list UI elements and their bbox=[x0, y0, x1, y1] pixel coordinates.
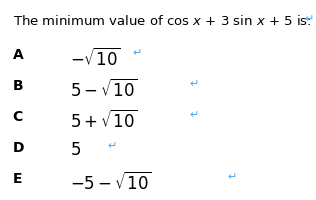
Text: The minimum value of cos $x$ + 3 sin $x$ + 5 is:: The minimum value of cos $x$ + 3 sin $x$… bbox=[13, 14, 311, 28]
Text: ↵: ↵ bbox=[190, 79, 199, 89]
Text: E: E bbox=[13, 172, 22, 186]
Text: B: B bbox=[13, 79, 23, 93]
Text: $5-\sqrt{10}$: $5-\sqrt{10}$ bbox=[70, 79, 137, 101]
Text: $-5-\sqrt{10}$: $-5-\sqrt{10}$ bbox=[70, 172, 151, 194]
Text: A: A bbox=[13, 48, 23, 62]
Text: $5+\sqrt{10}$: $5+\sqrt{10}$ bbox=[70, 110, 137, 132]
Text: $5$: $5$ bbox=[70, 141, 81, 159]
Text: C: C bbox=[13, 110, 23, 124]
Text: ↵: ↵ bbox=[305, 14, 314, 24]
Text: ↵: ↵ bbox=[190, 110, 199, 120]
Text: ↵: ↵ bbox=[107, 141, 117, 151]
Text: ↵: ↵ bbox=[133, 48, 142, 58]
Text: ↵: ↵ bbox=[228, 172, 237, 182]
Text: D: D bbox=[13, 141, 24, 155]
Text: $-\sqrt{10}$: $-\sqrt{10}$ bbox=[70, 48, 120, 70]
